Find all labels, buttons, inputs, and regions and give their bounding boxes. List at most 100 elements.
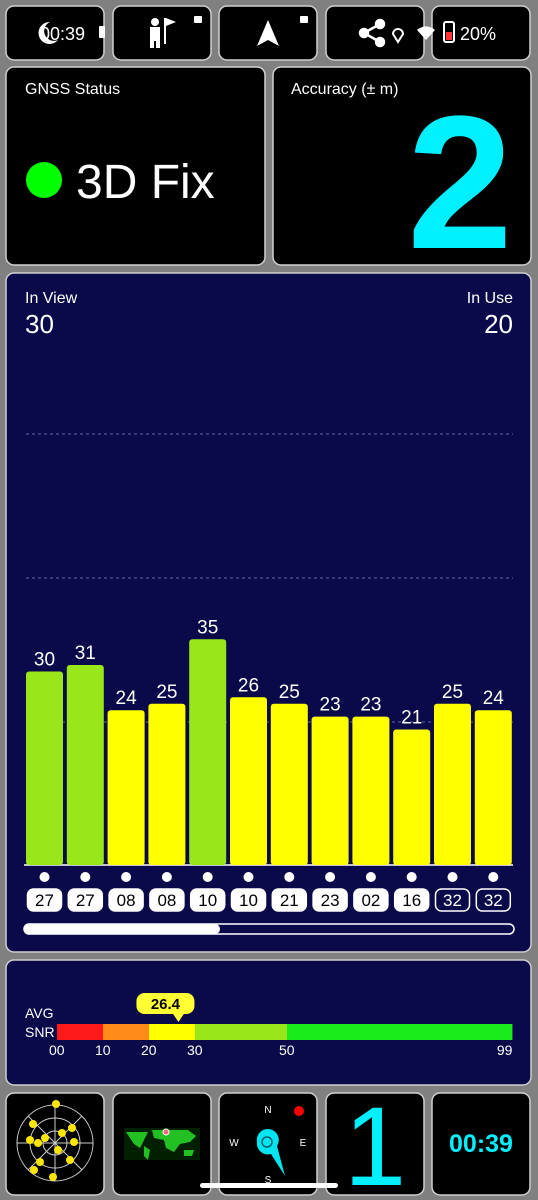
accuracy-title: Accuracy (± m) (291, 81, 398, 98)
average-pointer (172, 1013, 185, 1022)
home-indicator[interactable] (200, 1183, 338, 1188)
prn-label: 08 (117, 891, 136, 910)
prn-badge (230, 888, 267, 912)
prn-badge (271, 888, 308, 912)
in-view-label: In View (25, 290, 78, 307)
mode-button[interactable] (112, 5, 212, 61)
signal-dot (202, 872, 213, 882)
snr-band (287, 1024, 513, 1040)
fix-title: GNSS Status (25, 81, 120, 98)
snr-value: 25 (156, 682, 177, 703)
wifi-icon (417, 26, 435, 40)
snr-bar (352, 716, 390, 865)
battery-text: 20% (460, 24, 496, 44)
snr-tick-label: 20 (141, 1042, 157, 1058)
navigation-arrow (257, 20, 279, 46)
compass-n: N (264, 1105, 271, 1116)
average-value: 26.4 (151, 996, 181, 1013)
in-use-value: 20 (484, 309, 513, 339)
in-view-value: 30 (25, 309, 54, 339)
snr-bar (189, 639, 227, 865)
prn-label: 27 (35, 891, 54, 910)
prn-badge (353, 888, 389, 912)
snr-bar (230, 697, 267, 865)
avg-label: AVG (25, 1005, 54, 1021)
snr-tick-label: 10 (95, 1042, 111, 1058)
snr-value: 30 (34, 650, 55, 671)
moon-icon (38, 21, 58, 44)
prn-label: 21 (280, 891, 299, 910)
prn-label: 16 (402, 891, 421, 910)
prn-label: 32 (443, 891, 462, 910)
snr-panel (5, 959, 532, 1086)
prn-label: 08 (157, 891, 176, 910)
snr-band (195, 1024, 287, 1040)
prn-label: 32 (484, 891, 503, 910)
snr-bar (148, 703, 186, 865)
fix-status: 3D Fix (76, 156, 215, 209)
snr-label: SNR (25, 1024, 55, 1040)
prn-label: 02 (361, 891, 380, 910)
fix-panel (5, 66, 266, 266)
prn-badge (189, 888, 226, 912)
used-count-button[interactable] (325, 1092, 425, 1196)
average-bubble (136, 993, 195, 1014)
battery-small-icon (99, 26, 105, 38)
snr-bar (26, 671, 63, 865)
accuracy-value: 2 (407, 77, 513, 289)
snr-scale: 00 10 20 30 50 99 26.4 (49, 993, 513, 1058)
snr-bar (270, 703, 308, 865)
snr-bar (474, 710, 512, 865)
prn-badge (312, 888, 348, 912)
compass: N E S W (229, 1105, 306, 1186)
hiker-icon (150, 16, 202, 48)
in-use-label: In Use (467, 290, 513, 307)
skyplot (16, 1100, 94, 1182)
snr-value: 25 (279, 682, 300, 703)
snr-band (149, 1024, 195, 1040)
snr-value: 23 (360, 695, 381, 716)
prn-badge (108, 888, 144, 912)
compass-w: W (229, 1138, 239, 1149)
clock-widget-text: 00:39 (449, 1130, 513, 1158)
share-button[interactable] (325, 5, 425, 61)
location-icon (391, 28, 405, 44)
signal-dot (121, 872, 132, 882)
prn-badge (149, 888, 185, 912)
snr-value: 25 (442, 682, 463, 703)
prn-label: 10 (198, 891, 217, 910)
compass-e: E (300, 1138, 307, 1149)
scrollbar-thumb[interactable] (24, 924, 220, 934)
snr-tick-label: 50 (279, 1042, 295, 1058)
snr-bar (311, 716, 349, 865)
snr-bar (393, 729, 431, 865)
signal-dot (161, 872, 172, 882)
snr-value: 23 (320, 695, 341, 716)
snr-bar (66, 665, 104, 865)
snr-value: 24 (483, 688, 505, 709)
snr-value: 21 (401, 708, 422, 729)
snr-bar (107, 710, 145, 865)
prn-badge (475, 888, 512, 912)
prn-badge (393, 888, 430, 912)
prn-badge (26, 888, 63, 912)
clock-widget[interactable] (431, 1092, 531, 1196)
signal-dot (406, 872, 417, 882)
fix-indicator (26, 162, 62, 198)
prn-badge (67, 888, 104, 912)
clock-text: 00:39 (40, 24, 85, 44)
signal-dot (365, 872, 376, 882)
signal-dot (80, 872, 91, 882)
battery-level (446, 32, 452, 40)
signal-dot (243, 872, 254, 882)
compass-s: S (265, 1175, 272, 1186)
snr-tick-label: 30 (187, 1042, 203, 1058)
world-map (124, 1128, 200, 1160)
snr-tick-label: 00 (49, 1042, 65, 1058)
signal-dot (284, 872, 295, 882)
snr-value: 26 (238, 675, 259, 696)
signal-dot (325, 872, 336, 882)
snr-band (57, 1024, 103, 1040)
